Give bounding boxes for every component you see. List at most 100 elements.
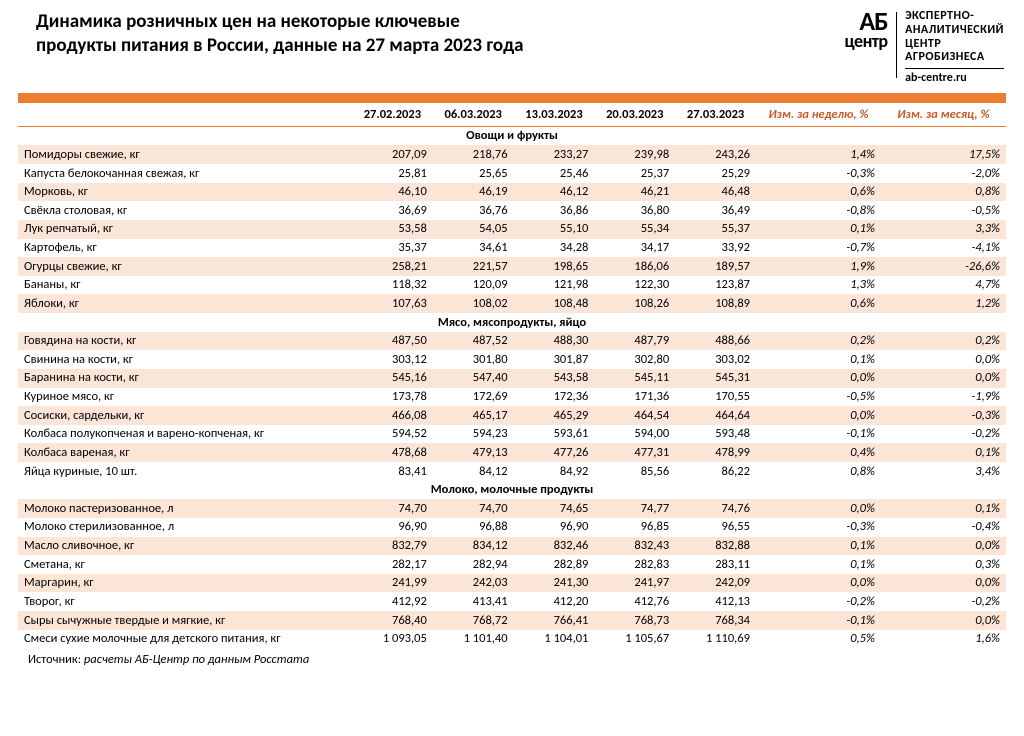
table-row: Картофель, кг35,3734,6134,2834,1733,92-0… <box>18 239 1006 258</box>
title-line-1: Динамика розничных цен на некоторые ключ… <box>36 10 460 33</box>
price-cell: 258,21 <box>352 257 433 276</box>
price-cell: 108,26 <box>594 294 675 313</box>
table-row: Свинина на кости, кг303,12301,80301,8730… <box>18 350 1006 369</box>
price-cell: 466,08 <box>352 406 433 425</box>
month-change: 1,6% <box>881 630 1006 649</box>
row-name: Свёкла столовая, кг <box>18 201 352 220</box>
price-cell: 96,55 <box>675 518 756 537</box>
month-change: -0,4% <box>881 518 1006 537</box>
price-cell: 303,12 <box>352 350 433 369</box>
table-row: Сметана, кг282,17282,94282,89282,83283,1… <box>18 555 1006 574</box>
price-cell: 412,13 <box>675 592 756 611</box>
price-cell: 74,77 <box>594 499 675 518</box>
section-title: Овощи и фрукты <box>18 126 1006 145</box>
price-cell: 25,46 <box>514 164 595 183</box>
table-row: Капуста белокочанная свежая, кг25,8125,6… <box>18 164 1006 183</box>
month-change: -0,5% <box>881 201 1006 220</box>
price-cell: 477,31 <box>594 443 675 462</box>
price-cell: 171,36 <box>594 388 675 407</box>
source-text: расчеты АБ-Центр по данным Росстата <box>84 652 309 667</box>
price-cell: 239,98 <box>594 145 675 164</box>
month-change: 3,3% <box>881 220 1006 239</box>
title-line-2: продукты питания в России, данные на 27 … <box>36 34 524 57</box>
price-cell: 96,85 <box>594 518 675 537</box>
price-cell: 488,66 <box>675 332 756 351</box>
month-change: 0,1% <box>881 499 1006 518</box>
logo-divider <box>896 12 898 78</box>
price-cell: 118,32 <box>352 276 433 295</box>
row-name: Капуста белокочанная свежая, кг <box>18 164 352 183</box>
row-name: Яблоки, кг <box>18 294 352 313</box>
price-cell: 120,09 <box>433 276 514 295</box>
row-name: Куриное мясо, кг <box>18 388 352 407</box>
week-change: -0,8% <box>756 201 881 220</box>
week-change: 0,1% <box>756 537 881 556</box>
price-cell: 593,48 <box>675 425 756 444</box>
week-change: 0,6% <box>756 294 881 313</box>
price-cell: 1 110,69 <box>675 630 756 649</box>
month-change: 0,0% <box>881 574 1006 593</box>
row-name: Сметана, кг <box>18 555 352 574</box>
month-change: -1,9% <box>881 388 1006 407</box>
week-change: -0,2% <box>756 592 881 611</box>
price-cell: 242,03 <box>433 574 514 593</box>
row-name: Молоко стерилизованное, л <box>18 518 352 537</box>
page-title: Динамика розничных цен на некоторые ключ… <box>36 10 524 58</box>
price-cell: 465,17 <box>433 406 514 425</box>
col-name-header <box>18 103 352 126</box>
price-cell: 487,52 <box>433 332 514 351</box>
header: Динамика розничных цен на некоторые ключ… <box>0 0 1024 91</box>
price-cell: 218,76 <box>433 145 514 164</box>
price-cell: 108,02 <box>433 294 514 313</box>
logo-center: центр <box>845 33 888 49</box>
price-cell: 122,30 <box>594 276 675 295</box>
price-cell: 303,02 <box>675 350 756 369</box>
price-cell: 33,92 <box>675 239 756 258</box>
section-header: Мясо, мясопродукты, яйцо <box>18 313 1006 332</box>
price-cell: 412,76 <box>594 592 675 611</box>
section-title: Мясо, мясопродукты, яйцо <box>18 313 1006 332</box>
table-row: Творог, кг412,92413,41412,20412,76412,13… <box>18 592 1006 611</box>
price-cell: 479,13 <box>433 443 514 462</box>
row-name: Помидоры свежие, кг <box>18 145 352 164</box>
table-row: Яйца куриные, 10 шт.83,4184,1284,9285,56… <box>18 462 1006 481</box>
price-cell: 545,16 <box>352 369 433 388</box>
price-cell: 186,06 <box>594 257 675 276</box>
table-row: Колбаса вареная, кг478,68479,13477,26477… <box>18 443 1006 462</box>
accent-bar <box>18 93 1006 103</box>
table-row: Сосиски, сардельки, кг466,08465,17465,29… <box>18 406 1006 425</box>
week-change: -0,3% <box>756 518 881 537</box>
price-cell: 464,54 <box>594 406 675 425</box>
row-name: Огурцы свежие, кг <box>18 257 352 276</box>
price-cell: 768,34 <box>675 611 756 630</box>
table-row: Колбаса полукопченая и варено-копченая, … <box>18 425 1006 444</box>
month-change: -4,1% <box>881 239 1006 258</box>
price-cell: 46,21 <box>594 183 675 202</box>
price-cell: 594,52 <box>352 425 433 444</box>
price-cell: 107,63 <box>352 294 433 313</box>
table-row: Яблоки, кг107,63108,02108,48108,26108,89… <box>18 294 1006 313</box>
month-change: -26,6% <box>881 257 1006 276</box>
week-change: -0,3% <box>756 164 881 183</box>
section-title: Молоко, молочные продукты <box>18 481 1006 500</box>
month-change: -0,3% <box>881 406 1006 425</box>
price-cell: 53,58 <box>352 220 433 239</box>
price-cell: 96,90 <box>514 518 595 537</box>
price-cell: 221,57 <box>433 257 514 276</box>
row-name: Сосиски, сардельки, кг <box>18 406 352 425</box>
price-cell: 302,80 <box>594 350 675 369</box>
row-name: Творог, кг <box>18 592 352 611</box>
price-cell: 464,64 <box>675 406 756 425</box>
price-cell: 25,65 <box>433 164 514 183</box>
price-cell: 832,46 <box>514 537 595 556</box>
price-cell: 34,61 <box>433 239 514 258</box>
table-row: Говядина на кости, кг487,50487,52488,304… <box>18 332 1006 351</box>
week-change: 0,0% <box>756 406 881 425</box>
week-change: 0,8% <box>756 462 881 481</box>
price-cell: 301,80 <box>433 350 514 369</box>
table-row: Молоко стерилизованное, л96,9096,8896,90… <box>18 518 1006 537</box>
price-cell: 170,55 <box>675 388 756 407</box>
price-cell: 478,99 <box>675 443 756 462</box>
price-cell: 768,40 <box>352 611 433 630</box>
price-cell: 207,09 <box>352 145 433 164</box>
